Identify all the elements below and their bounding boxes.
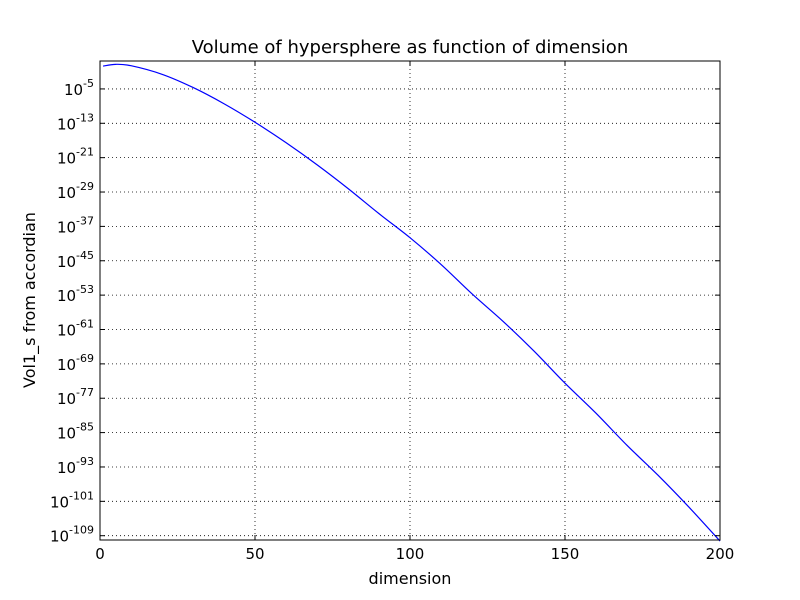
y-tick-label: 10-109 xyxy=(50,524,94,546)
y-tick-label: 10-5 xyxy=(64,77,94,99)
x-tick-labels: 0 50 100 150 200 xyxy=(95,545,734,563)
x-axis-label: dimension xyxy=(369,569,452,588)
y-tick-label: 10-37 xyxy=(57,214,94,236)
series-line xyxy=(103,63,721,542)
series-group xyxy=(103,63,721,542)
x-tick-label: 200 xyxy=(706,545,735,563)
y-tick-label: 10-45 xyxy=(57,249,94,271)
y-tick-label: 10-93 xyxy=(57,455,94,477)
y-tick-labels: 10-5 10-13 10-21 10-29 10-37 10-45 10-53 10-61 1… xyxy=(50,77,94,546)
x-tick-label: 100 xyxy=(396,545,425,563)
y-tick-label: 10-29 xyxy=(57,180,94,202)
plot-area xyxy=(100,61,720,540)
y-axis-label: Vol1_s from accordian xyxy=(20,212,40,388)
grid-lines xyxy=(99,61,721,540)
y-tick-label: 10-77 xyxy=(57,386,94,408)
x-tick-label: 50 xyxy=(245,545,264,563)
y-tick-label: 10-21 xyxy=(57,146,94,168)
y-tick-label: 10-85 xyxy=(57,421,94,443)
tick-marks xyxy=(99,61,721,540)
y-tick-label: 10-53 xyxy=(57,283,94,305)
chart-title: Volume of hypersphere as function of dim… xyxy=(192,37,628,58)
y-tick-label: 10-101 xyxy=(50,489,94,511)
y-tick-label: 10-69 xyxy=(57,352,94,374)
y-tick-label: 10-61 xyxy=(57,317,94,339)
x-tick-label: 150 xyxy=(551,545,580,563)
y-tick-label: 10-13 xyxy=(57,111,94,133)
x-tick-label: 0 xyxy=(95,545,105,563)
